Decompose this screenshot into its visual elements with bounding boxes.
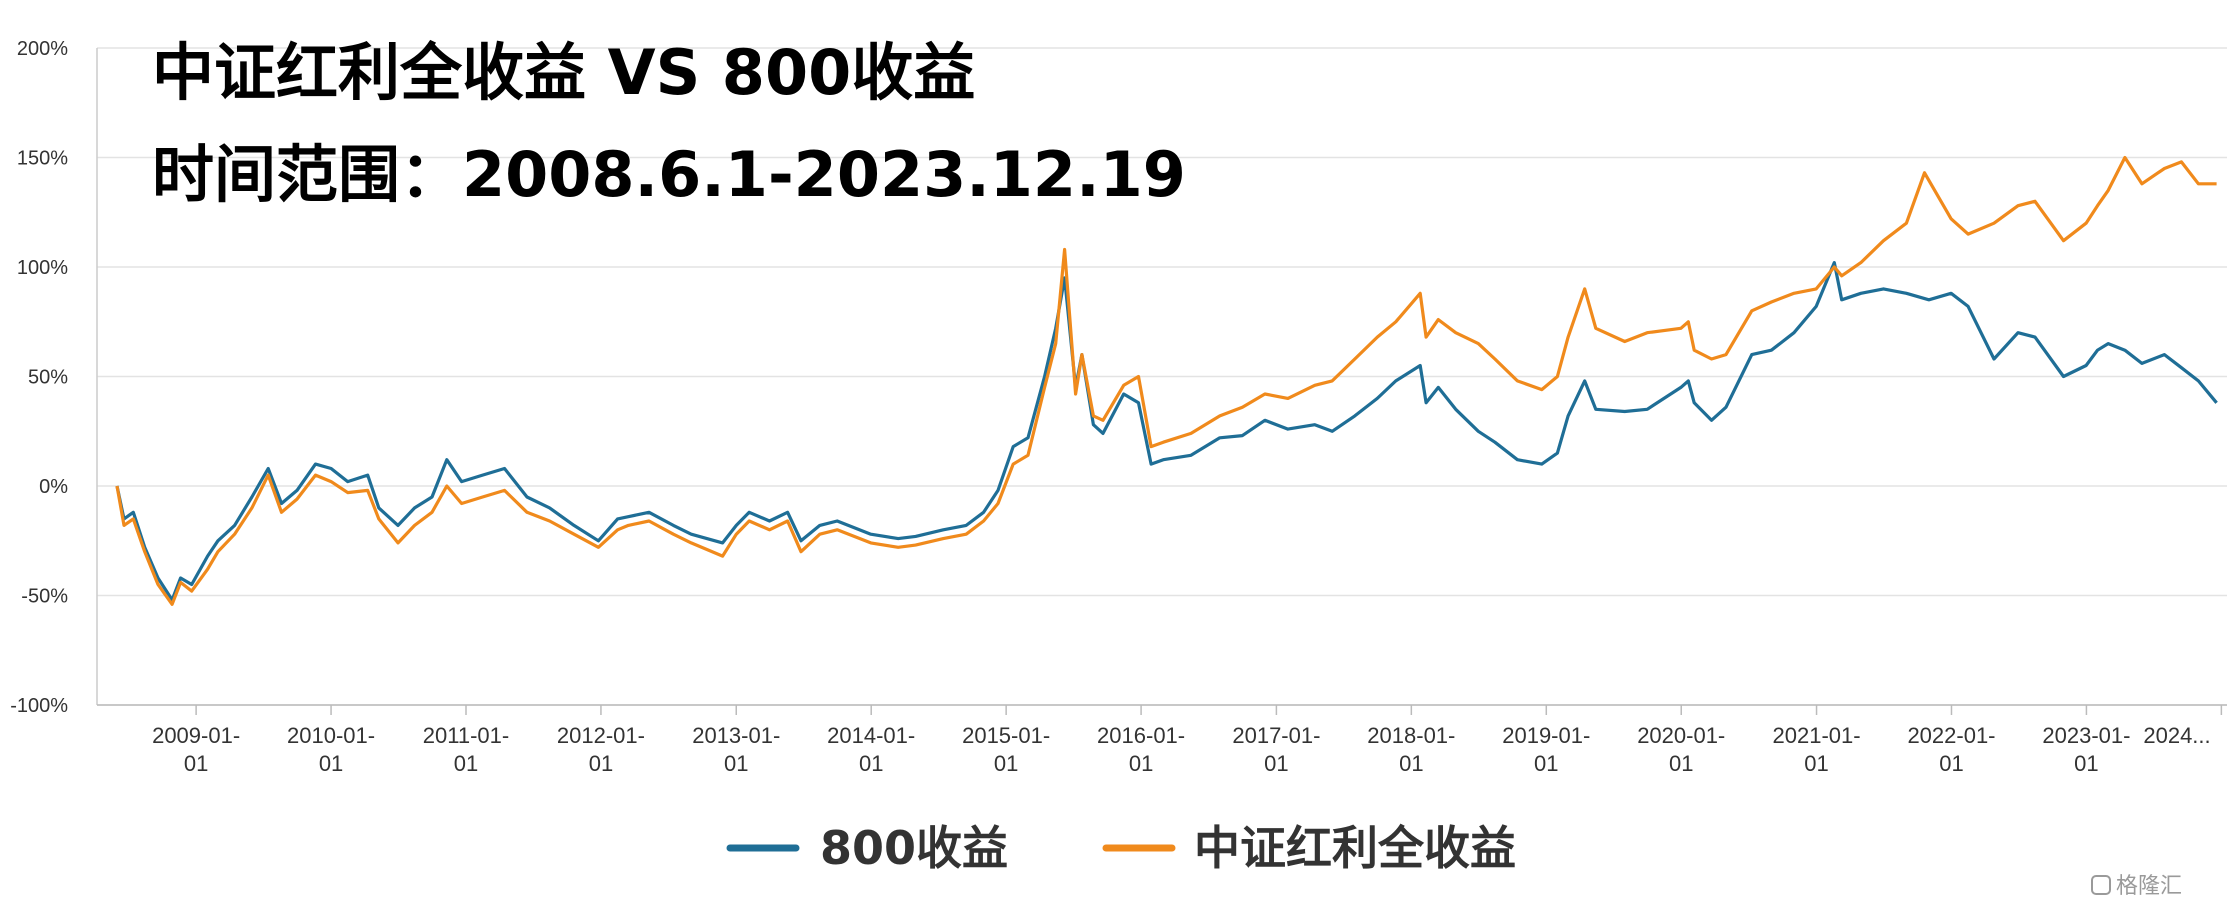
x-tick-label-line2: 01 (724, 751, 748, 776)
y-tick-label: -50% (21, 586, 68, 608)
x-tick-label: 2013-01- (692, 723, 780, 748)
y-tick-label: 150% (17, 148, 68, 170)
series-lines (115, 155, 2218, 606)
x-tick-label: 2015-01- (962, 723, 1050, 748)
x-tick-label: 2024... (2143, 723, 2210, 748)
x-tick-label-line2: 01 (1534, 751, 1558, 776)
watermark: 格隆汇 (2091, 874, 2182, 899)
legend-label-dividend: 中证红利全收益 (1194, 821, 1516, 875)
x-tick-label-line2: 01 (1804, 751, 1828, 776)
x-tick-label-line2: 01 (1264, 751, 1288, 776)
x-tick-label-line2: 01 (1939, 751, 1963, 776)
legend-label-800: 800收益 (820, 821, 1008, 875)
x-tick-label-line2: 01 (859, 751, 883, 776)
x-tick-label: 2022-01- (1907, 723, 1995, 748)
x-tick-label-line2: 01 (184, 751, 208, 776)
y-tick-label: 100% (17, 257, 68, 279)
x-tick-label: 2011-01- (423, 723, 509, 748)
x-tick-label: 2023-01- (2042, 723, 2130, 748)
axes (96, 48, 2227, 715)
grid-lines (97, 47, 2227, 706)
y-tick-labels: -100% -50% 0% 50% 100% 150% 200% (10, 38, 68, 717)
x-tick-label: 2020-01- (1637, 723, 1725, 748)
x-tick-label: 2021-01- (1773, 723, 1861, 748)
y-tick-label: -100% (10, 695, 68, 717)
x-tick-label: 2018-01- (1367, 723, 1455, 748)
x-tick-label-line2: 01 (454, 751, 478, 776)
x-tick-label-line2: 01 (1399, 751, 1423, 776)
series-line-1 (115, 155, 2217, 606)
x-tick-label-line2: 01 (1669, 751, 1693, 776)
x-tick-label-line2: 01 (994, 751, 1018, 776)
y-tick-label: 200% (17, 38, 68, 60)
x-tick-label: 2017-01- (1232, 723, 1320, 748)
x-tick-label: 2012-01- (557, 723, 645, 748)
x-tick-label-line2: 01 (589, 751, 613, 776)
y-tick-label: 0% (39, 476, 68, 498)
series-line-0 (115, 261, 2218, 602)
watermark-text: 格隆汇 (2116, 874, 2182, 899)
x-tick-label-line2: 01 (1129, 751, 1153, 776)
chart-subtitle: 时间范围：2008.6.1-2023.12.19 (152, 138, 1186, 211)
y-tick-label: 50% (28, 367, 68, 389)
watermark-logo-icon (2091, 875, 2111, 895)
x-tick-label-line2: 01 (319, 751, 343, 776)
legend: 800收益 中证红利全收益 (726, 821, 1516, 875)
x-tick-label: 2010-01- (287, 723, 375, 748)
x-tick-label: 2014-01- (827, 723, 915, 748)
x-tick-label: 2016-01- (1097, 723, 1185, 748)
x-tick-label-line2: 01 (2074, 751, 2098, 776)
x-tick-label: 2019-01- (1502, 723, 1590, 748)
x-tick-labels: 2009-01- 01 2010-01- 01 2011-01- 01 2012-01- 01… (152, 723, 2211, 776)
x-tick-label: 2009-01- (152, 723, 240, 748)
chart-title: 中证红利全收益 VS 800收益 (152, 36, 975, 109)
